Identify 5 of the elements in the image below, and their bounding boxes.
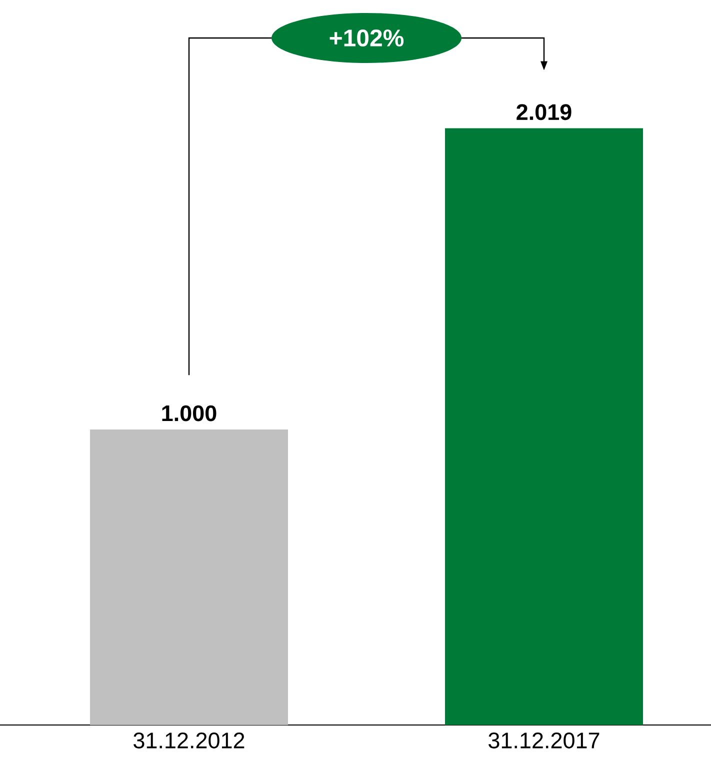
text: +102% [330, 29, 404, 46]
x-tick-label: 31.12.2017 [488, 732, 600, 748]
data-label: 1.000 [162, 405, 216, 422]
data-label: 2.019 [516, 104, 572, 120]
x-tick-label: 31.12.2012 [134, 732, 244, 748]
